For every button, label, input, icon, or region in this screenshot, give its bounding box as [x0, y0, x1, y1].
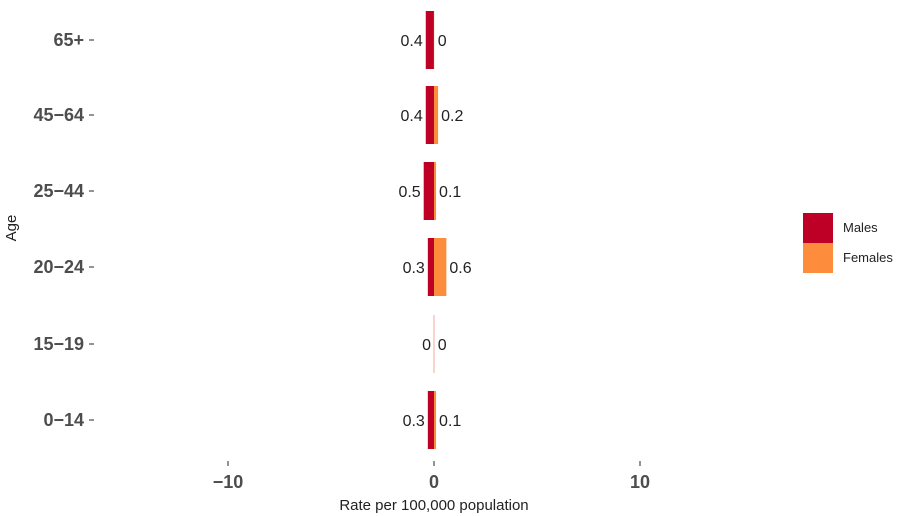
- bar-females: [434, 391, 437, 449]
- bar-females: [433, 315, 435, 373]
- y-axis-title: Age: [3, 215, 20, 242]
- data-label-males: 0.3: [403, 260, 425, 277]
- data-label-females: 0.2: [441, 108, 463, 125]
- y-tick-label: 0−14: [43, 410, 84, 430]
- bar-males: [425, 86, 434, 144]
- data-label-males: 0.4: [401, 108, 423, 125]
- x-axis: −10 0 10: [213, 461, 650, 492]
- legend-label-females: Females: [843, 250, 893, 265]
- y-tick-label: 20−24: [33, 257, 84, 277]
- y-tick-label: 45−64: [33, 105, 84, 125]
- legend-key-females: [803, 243, 833, 273]
- data-label-males: 0: [422, 337, 431, 354]
- data-label-females: 0.6: [449, 260, 471, 277]
- data-labels-layer: 0.3 0.10 00.3 0.60.5 0.10.4 0.20.4 0: [398, 33, 471, 430]
- bars-layer: [423, 11, 447, 449]
- y-axis: 0−14 15−19 20−24 25−44 45−64 65+: [33, 30, 94, 430]
- data-label-males: 0.4: [401, 33, 423, 50]
- legend-label-males: Males: [843, 220, 878, 235]
- bar-females: [433, 11, 435, 69]
- x-tick-label: 10: [630, 472, 650, 492]
- data-label-females: 0: [438, 33, 447, 50]
- data-label-females: 0.1: [439, 184, 461, 201]
- data-label-females: 0.1: [439, 413, 461, 430]
- legend-key-males: [803, 213, 833, 243]
- bar-females: [434, 238, 447, 296]
- bar-males: [433, 315, 435, 373]
- bar-males: [425, 11, 434, 69]
- data-label-males: 0.5: [398, 184, 420, 201]
- x-axis-title: Rate per 100,000 population: [339, 497, 528, 514]
- legend: Males Females: [803, 213, 893, 273]
- data-label-males: 0.3: [403, 413, 425, 430]
- bar-females: [434, 162, 437, 220]
- bar-males: [423, 162, 434, 220]
- y-tick-label: 65+: [53, 30, 84, 50]
- y-tick-label: 25−44: [33, 181, 84, 201]
- x-tick-label: 0: [429, 472, 439, 492]
- y-tick-label: 15−19: [33, 334, 84, 354]
- x-tick-label: −10: [213, 472, 244, 492]
- bar-females: [434, 86, 439, 144]
- bar-males: [427, 391, 434, 449]
- bar-males: [427, 238, 434, 296]
- data-label-females: 0: [438, 337, 447, 354]
